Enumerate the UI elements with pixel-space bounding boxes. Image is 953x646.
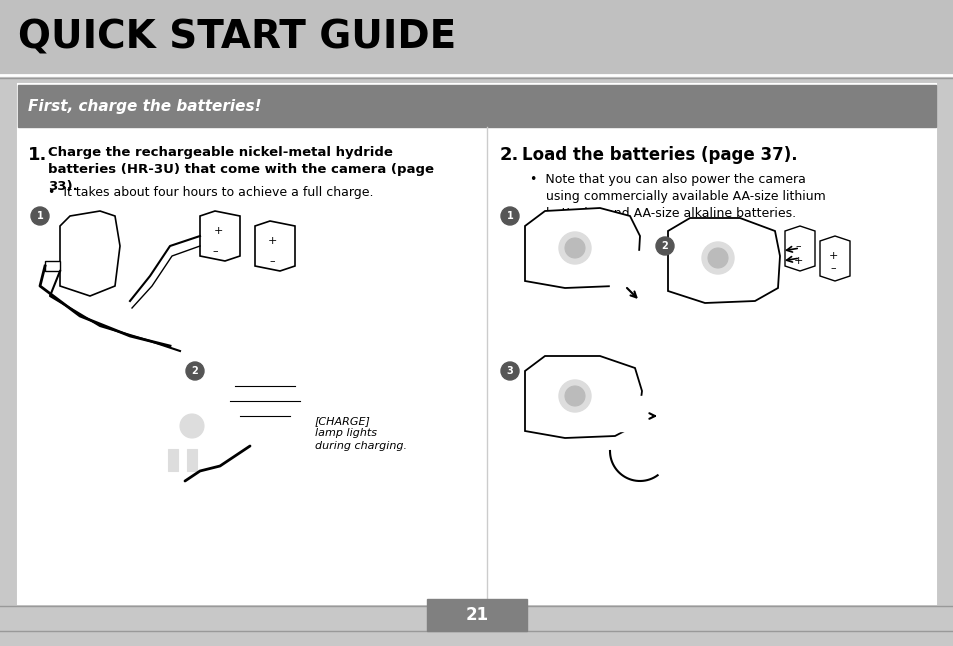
Circle shape	[707, 248, 727, 268]
Text: –: –	[829, 263, 835, 273]
Text: [CHARGE]
lamp lights
during charging.: [CHARGE] lamp lights during charging.	[314, 416, 407, 451]
Bar	[187, 449, 196, 471]
Circle shape	[558, 380, 590, 412]
Circle shape	[30, 207, 49, 225]
Circle shape	[186, 362, 204, 380]
Text: Charge the rechargeable nickel-metal hydride
batteries (HR-3U) that come with th: Charge the rechargeable nickel-metal hyd…	[48, 146, 434, 193]
Text: 3: 3	[506, 366, 513, 376]
Text: 2.: 2.	[499, 146, 518, 164]
Polygon shape	[200, 211, 240, 261]
Polygon shape	[820, 236, 849, 281]
Text: –: –	[269, 256, 274, 266]
Text: +: +	[827, 251, 837, 261]
Bar	[168, 449, 178, 471]
Text: +: +	[213, 226, 222, 236]
Text: 1: 1	[36, 211, 43, 221]
Circle shape	[701, 242, 733, 274]
Text: •  It takes about four hours to achieve a full charge.: • It takes about four hours to achieve a…	[48, 186, 374, 199]
Text: Load the batteries (page 37).: Load the batteries (page 37).	[521, 146, 797, 164]
Text: 1.: 1.	[28, 146, 48, 164]
Text: 2: 2	[192, 366, 198, 376]
Polygon shape	[45, 261, 60, 271]
Circle shape	[564, 238, 584, 258]
Polygon shape	[784, 226, 814, 271]
Bar	[0, 0, 953, 73]
Polygon shape	[524, 208, 639, 288]
Text: 2: 2	[661, 241, 668, 251]
Text: First, charge the batteries!: First, charge the batteries!	[28, 98, 261, 114]
Circle shape	[180, 414, 204, 438]
Bar	[427, 599, 526, 631]
Text: QUICK START GUIDE: QUICK START GUIDE	[18, 18, 456, 56]
Bar	[18, 84, 935, 604]
Text: •  Note that you can also power the camera
    using commercially available AA-s: • Note that you can also power the camer…	[530, 173, 825, 220]
Circle shape	[500, 207, 518, 225]
Bar	[220, 366, 310, 446]
Bar	[609, 251, 639, 296]
Circle shape	[656, 237, 673, 255]
Text: 21: 21	[465, 606, 488, 624]
Circle shape	[564, 386, 584, 406]
Text: –: –	[795, 241, 800, 251]
Polygon shape	[524, 356, 641, 438]
Text: +: +	[793, 256, 801, 266]
Text: –: –	[212, 246, 217, 256]
Text: 1: 1	[506, 211, 513, 221]
Text: +: +	[267, 236, 276, 246]
Polygon shape	[254, 221, 294, 271]
Bar	[150, 381, 234, 491]
Polygon shape	[60, 211, 120, 296]
Circle shape	[500, 362, 518, 380]
Circle shape	[558, 232, 590, 264]
Bar	[18, 85, 935, 127]
Bar	[604, 396, 649, 431]
Polygon shape	[667, 218, 780, 303]
